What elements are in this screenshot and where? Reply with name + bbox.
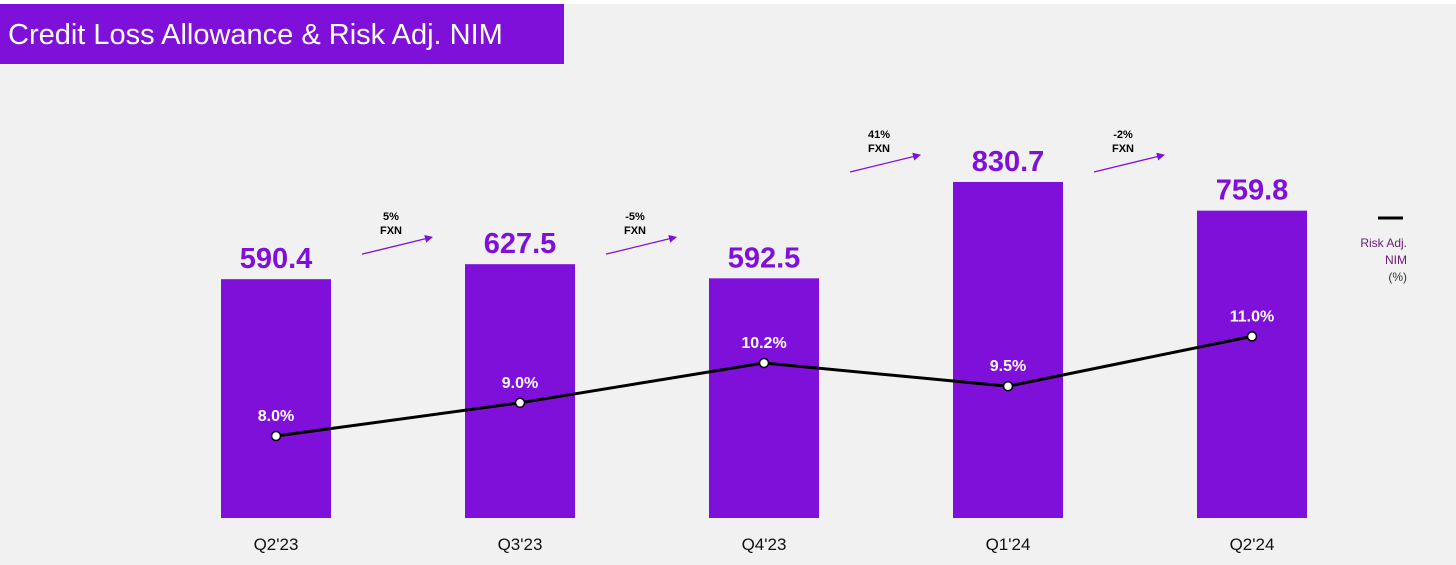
bar <box>953 181 1063 518</box>
growth-percent-label: -2% <box>1113 129 1133 141</box>
legend-text: (%) <box>1388 270 1407 284</box>
bar-value-label: 592.5 <box>728 242 801 274</box>
growth-arrow <box>849 152 921 173</box>
bar <box>709 278 819 518</box>
nim-value-label: 11.0% <box>1230 308 1274 325</box>
growth-arrow <box>1093 152 1165 173</box>
growth-unit-label: FXN <box>624 225 646 237</box>
growth-unit-label: FXN <box>868 143 890 155</box>
nim-value-label: 9.5% <box>990 358 1026 375</box>
nim-point <box>1002 380 1014 392</box>
bar-value-label: 627.5 <box>484 228 557 260</box>
category-label: Q4'23 <box>742 535 787 554</box>
nim-value-label: 9.0% <box>502 375 538 392</box>
bar-value-label: 830.7 <box>972 146 1045 178</box>
nim-value-label: 10.2% <box>741 335 786 352</box>
category-label: Q2'24 <box>1230 535 1275 554</box>
bar-value-label: 759.8 <box>1216 175 1289 207</box>
growth-unit-label: FXN <box>380 225 402 237</box>
bar <box>221 279 331 518</box>
growth-unit-label: FXN <box>1112 143 1134 155</box>
growth-percent-label: 41% <box>868 129 890 141</box>
category-label: Q2'23 <box>254 535 299 554</box>
category-label: Q1'24 <box>986 535 1031 554</box>
bar-value-label: 590.4 <box>240 243 313 275</box>
title-bar: Credit Loss Allowance & Risk Adj. NIM <box>0 4 564 64</box>
bar <box>1197 210 1307 519</box>
growth-arrow <box>361 234 433 255</box>
legend-text: NIM <box>1385 253 1407 267</box>
chart-title: Credit Loss Allowance & Risk Adj. NIM <box>8 19 503 51</box>
growth-percent-label: -5% <box>625 211 645 223</box>
bar <box>465 264 575 518</box>
nim-point <box>514 397 526 409</box>
legend-text: Risk Adj. <box>1360 236 1407 250</box>
nim-point <box>1246 331 1258 342</box>
nim-point <box>270 430 282 442</box>
growth-percent-label: 5% <box>383 211 399 223</box>
nim-point <box>758 357 770 369</box>
nim-value-label: 8.0% <box>258 408 294 425</box>
growth-arrow <box>605 234 677 255</box>
category-label: Q3'23 <box>498 535 543 554</box>
